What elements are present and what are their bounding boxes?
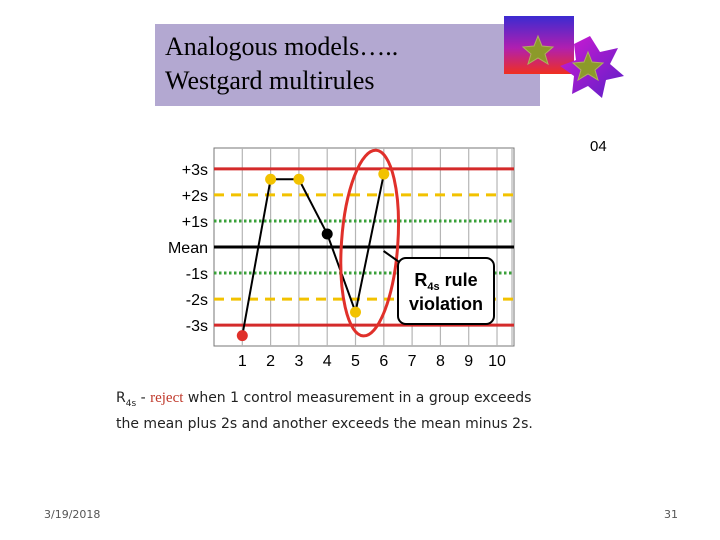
series-line <box>241 173 385 336</box>
y-tick-label: -3s <box>186 318 208 335</box>
x-tick-label: 5 <box>351 353 360 370</box>
footer-page-number: 31 <box>664 508 678 521</box>
data-point <box>265 173 277 185</box>
x-tick-label: 7 <box>408 353 417 370</box>
data-point <box>293 173 305 185</box>
y-tick-label: Mean <box>168 240 208 257</box>
data-point <box>236 330 248 342</box>
y-tick-label: -2s <box>186 292 208 309</box>
rule-name-sub: 4s <box>125 398 137 409</box>
x-tick-label: 1 <box>238 353 247 370</box>
y-tick-label: +1s <box>182 214 208 231</box>
y-tick-label: +2s <box>182 188 208 205</box>
rule-dash: - <box>136 390 151 406</box>
reject-word: reject <box>150 390 184 406</box>
y-tick-label: +3s <box>182 162 208 179</box>
slide-title-box: Analogous models….. Westgard multirules <box>155 24 540 106</box>
rule-description: R4s - reject when 1 control measurement … <box>116 388 556 434</box>
rule-name-main: R <box>116 390 126 406</box>
x-tick-label: 9 <box>464 353 473 370</box>
footer-date: 3/19/2018 <box>44 508 101 521</box>
slide-title-line2: Westgard multirules <box>165 66 375 95</box>
star-decoration-icon <box>504 16 624 98</box>
x-tick-label: 6 <box>379 353 388 370</box>
chart-x-tick-labels: 1 2 3 4 5 6 7 8 9 10 <box>238 353 506 370</box>
slide-code: 04 <box>590 138 607 155</box>
annotation-box <box>397 257 495 325</box>
westgard-chart: +3s +2s +1s Mean -1s -2s -3s 1 2 3 4 5 6 7 8 9 10 R4s r… <box>168 147 515 370</box>
x-tick-label: 4 <box>323 353 332 370</box>
annotation-line2: violation <box>409 294 483 314</box>
data-point <box>350 306 362 318</box>
violation-ellipse <box>339 148 400 338</box>
chart-violation-highlight <box>339 148 400 338</box>
x-tick-label: 8 <box>436 353 445 370</box>
rule-name: R4s <box>116 390 137 409</box>
chart-y-tick-labels: +3s +2s +1s Mean -1s -2s -3s <box>168 162 208 335</box>
annotation-line1: R4s rule <box>414 270 477 293</box>
x-tick-label: 3 <box>294 353 303 370</box>
chart-series-line <box>241 173 385 336</box>
x-tick-label: 10 <box>488 353 506 370</box>
data-point <box>321 228 333 240</box>
rule-text: when 1 control measurement in a group ex… <box>116 390 533 432</box>
slide-title-line1: Analogous models….. <box>165 32 399 61</box>
chart-points <box>236 168 390 342</box>
y-tick-label: -1s <box>186 266 208 283</box>
data-point <box>378 168 390 180</box>
x-tick-label: 2 <box>266 353 275 370</box>
